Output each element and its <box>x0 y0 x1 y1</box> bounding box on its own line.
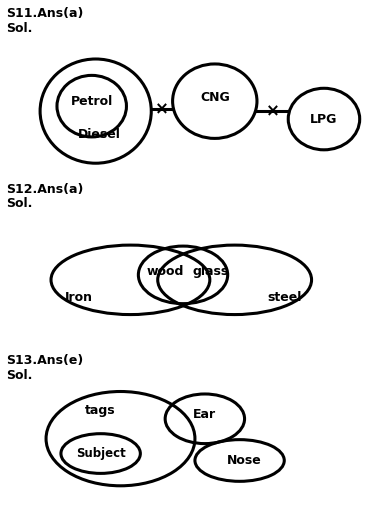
Text: Sol.: Sol. <box>6 369 33 382</box>
Text: steel: steel <box>267 291 301 304</box>
Text: Subject: Subject <box>76 447 126 460</box>
Text: S13.Ans(e): S13.Ans(e) <box>6 354 84 367</box>
Text: S11.Ans(a): S11.Ans(a) <box>6 7 84 20</box>
Text: Sol.: Sol. <box>6 22 33 35</box>
Text: CNG: CNG <box>200 90 230 104</box>
Text: Ear: Ear <box>193 408 216 421</box>
Text: Petrol: Petrol <box>70 95 113 108</box>
Text: glass: glass <box>193 265 229 278</box>
Text: LPG: LPG <box>310 113 338 126</box>
Text: tags: tags <box>85 404 116 417</box>
Text: Diesel: Diesel <box>78 128 121 142</box>
Text: S12.Ans(a): S12.Ans(a) <box>6 183 84 195</box>
Text: Sol.: Sol. <box>6 197 33 210</box>
Text: Nose: Nose <box>227 454 262 467</box>
Text: Iron: Iron <box>65 291 93 304</box>
Text: wood: wood <box>147 265 184 278</box>
Text: ×: × <box>155 100 169 118</box>
Text: ×: × <box>266 102 280 120</box>
